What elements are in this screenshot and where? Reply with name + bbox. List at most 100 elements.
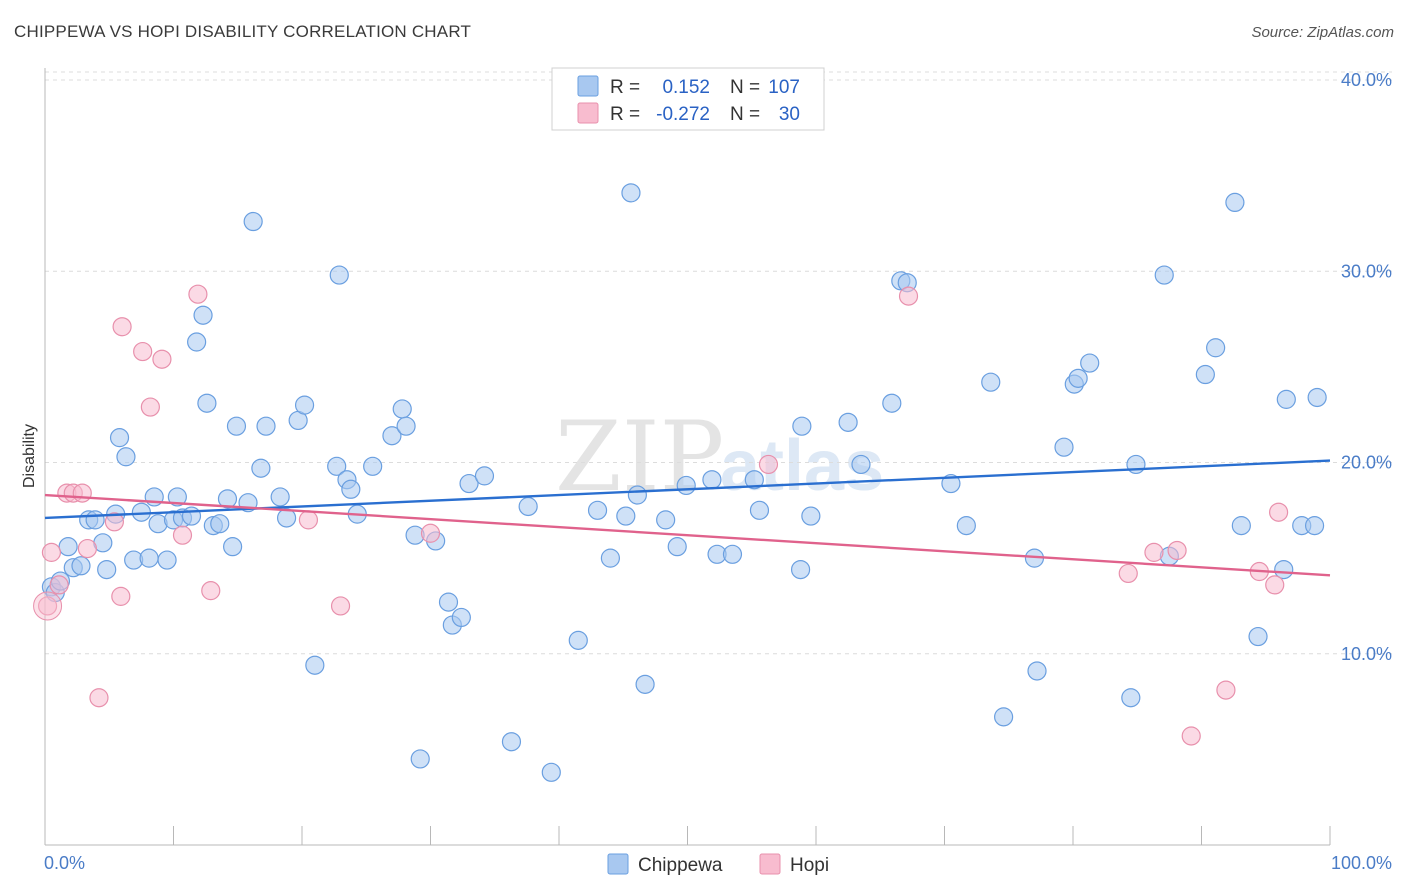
chippewa-point-74	[749, 500, 770, 520]
hopi-point-24	[1167, 540, 1187, 561]
chippewa-point-20	[167, 487, 187, 507]
chippewa-point-86	[994, 707, 1014, 727]
chippewa-point-98	[1206, 338, 1226, 358]
hopi-point-9	[111, 586, 131, 606]
chippewa-point-103	[1276, 389, 1296, 409]
legend-n-value-chippewa: 107	[768, 77, 800, 98]
legend: R = 0.152 N = 107 R = -0.272 N = 30	[551, 67, 825, 131]
chippewa-point-28	[217, 489, 238, 509]
hopi-point-large	[33, 591, 63, 621]
y-tick-label-0: 10.0%	[1341, 644, 1392, 664]
chippewa-point-61	[587, 500, 608, 520]
chippewa-point-39	[305, 655, 325, 675]
hopi-point-0	[37, 596, 58, 616]
chippewa-point-23	[187, 332, 207, 352]
legend-r-value-chippewa: 0.152	[662, 77, 710, 98]
chart-title: CHIPPEWA VS HOPI DISABILITY CORRELATION …	[14, 22, 472, 41]
y-tick-label-2: 30.0%	[1341, 261, 1392, 281]
bottom-legend-label-chippewa: Chippewa	[638, 855, 723, 876]
chippewa-point-48	[396, 416, 416, 436]
chippewa-point-78	[838, 412, 858, 432]
chippewa-point-88	[1027, 661, 1047, 681]
chippewa-point-75	[790, 559, 811, 580]
hopi-point-20	[758, 454, 779, 475]
chippewa-point-5	[71, 556, 91, 576]
legend-r-value-hopi: -0.272	[656, 104, 710, 125]
hopi-point-25	[1181, 726, 1201, 746]
legend-n-label-chippewa: N =	[730, 77, 760, 98]
chippewa-point-3	[58, 537, 78, 557]
hopi-point-28	[1265, 575, 1285, 595]
y-tick-label-3: 40.0%	[1341, 70, 1392, 90]
hopi-point-19	[420, 523, 441, 543]
chippewa-point-43	[341, 479, 361, 499]
watermark: ZIP atlas	[555, 401, 884, 513]
chippewa-point-58	[518, 496, 538, 517]
hopi-point-13	[152, 349, 172, 369]
chippewa-point-56	[474, 466, 495, 486]
source-label: Source: ZipAtlas.com	[1251, 24, 1394, 41]
axes	[44, 68, 1331, 846]
hopi-point-15	[188, 284, 208, 304]
chippewa-point-18	[157, 550, 177, 570]
chippewa-point-70	[702, 470, 722, 490]
chippewa-point-41	[329, 265, 349, 285]
bottom-legend: Chippewa Hopi	[607, 853, 829, 876]
chippewa-point-60	[568, 630, 588, 650]
hopi-point-17	[298, 510, 319, 530]
chippewa-point-30	[226, 416, 247, 436]
chippewa-point-38	[294, 395, 315, 415]
bottom-legend-swatch-hopi	[759, 853, 781, 875]
x-tick-label-1: 100.0%	[1331, 853, 1392, 873]
chippewa-point-12	[116, 447, 136, 467]
x-tick-label-0: 0.0%	[44, 853, 85, 873]
chippewa-point-33	[251, 458, 271, 478]
hopi-point-18	[330, 596, 351, 616]
chippewa-point-65	[627, 485, 647, 505]
hopi-point-29	[1268, 502, 1289, 522]
hopi-point-26	[1216, 680, 1236, 700]
chippewa-point-106	[1307, 387, 1327, 408]
chippewa-point-95	[1154, 265, 1174, 285]
legend-swatch-hopi	[577, 102, 599, 124]
hopi-point-14	[172, 525, 193, 545]
chippewa-point-45	[363, 456, 383, 476]
hopi-point-12	[140, 397, 160, 417]
chippewa-point-27	[210, 514, 230, 534]
hopi-point-10	[112, 317, 132, 337]
hopi-point-16	[201, 581, 221, 601]
chippewa-point-40	[327, 456, 347, 476]
chippewa-point-92	[1080, 353, 1100, 373]
chippewa-point-77	[801, 506, 821, 526]
chippewa-point-101	[1248, 626, 1268, 647]
chippewa-point-9	[97, 559, 117, 580]
chippewa-point-80	[882, 393, 902, 413]
chippewa-point-34	[256, 416, 276, 436]
x-tick-labels: 0.0% 100.0%	[44, 853, 1392, 873]
chippewa-point-91	[1068, 368, 1088, 388]
hopi-point-5	[72, 483, 92, 503]
chippewa-point-63	[616, 506, 636, 526]
chippewa-point-15	[139, 548, 159, 568]
chippewa-point-83	[941, 473, 961, 494]
chippewa-point-79	[851, 454, 871, 475]
hopi-point-21	[898, 286, 919, 306]
chippewa-point-100	[1231, 516, 1251, 536]
y-tick-label-1: 20.0%	[1341, 453, 1392, 473]
bottom-legend-label-hopi: Hopi	[790, 855, 829, 876]
chippewa-point-73	[744, 470, 764, 490]
hopi-point-22	[1118, 563, 1138, 584]
chippewa-point-89	[1054, 437, 1074, 457]
y-tick-labels: 10.0% 20.0% 30.0% 40.0%	[1341, 70, 1392, 664]
chippewa-point-99	[1225, 192, 1245, 212]
bottom-legend-swatch-chippewa	[607, 853, 629, 875]
chippewa-point-69	[676, 475, 696, 496]
legend-swatch-chippewa	[577, 75, 599, 97]
chippewa-point-11	[109, 428, 130, 448]
hopi-point-2	[49, 575, 69, 595]
chippewa-point-24	[193, 305, 213, 325]
chippewa-point-97	[1195, 364, 1215, 385]
data-points	[33, 183, 1327, 782]
legend-r-label-hopi: R =	[610, 104, 640, 125]
